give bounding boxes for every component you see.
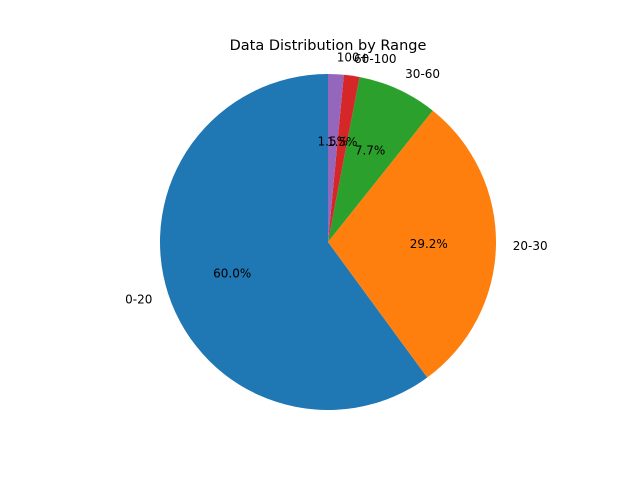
- pie-slice-100+: [328, 74, 344, 242]
- slice-label-30-60: 30-60: [405, 67, 440, 81]
- slice-label-60-100: 60-100: [354, 52, 397, 66]
- pct-label-100+: 1.5%: [318, 134, 349, 148]
- pct-label-0-20: 60.0%: [213, 266, 251, 280]
- pie-slice-0-20: [159, 74, 428, 411]
- pct-label-30-60: 7.7%: [355, 143, 386, 157]
- chart-title: Data Distribution by Range: [230, 38, 427, 54]
- slice-label-20-30: 20-30: [513, 239, 548, 253]
- slice-label-0-20: 0-20: [125, 292, 152, 306]
- pie-slice-20-30: [328, 110, 497, 378]
- pie-slice-30-60: [328, 76, 433, 242]
- pie-slice-60-100: [328, 74, 360, 242]
- slice-label-100+: 100+: [337, 50, 370, 64]
- pie-labels: 0-20 60.0% 20-30 29.2% 30-60 7.7% 60-100 1.5% 10…: [125, 50, 548, 306]
- pct-label-60-100: 1.5%: [327, 135, 358, 149]
- pie-slices: [159, 74, 497, 411]
- pct-label-20-30: 29.2%: [410, 237, 448, 251]
